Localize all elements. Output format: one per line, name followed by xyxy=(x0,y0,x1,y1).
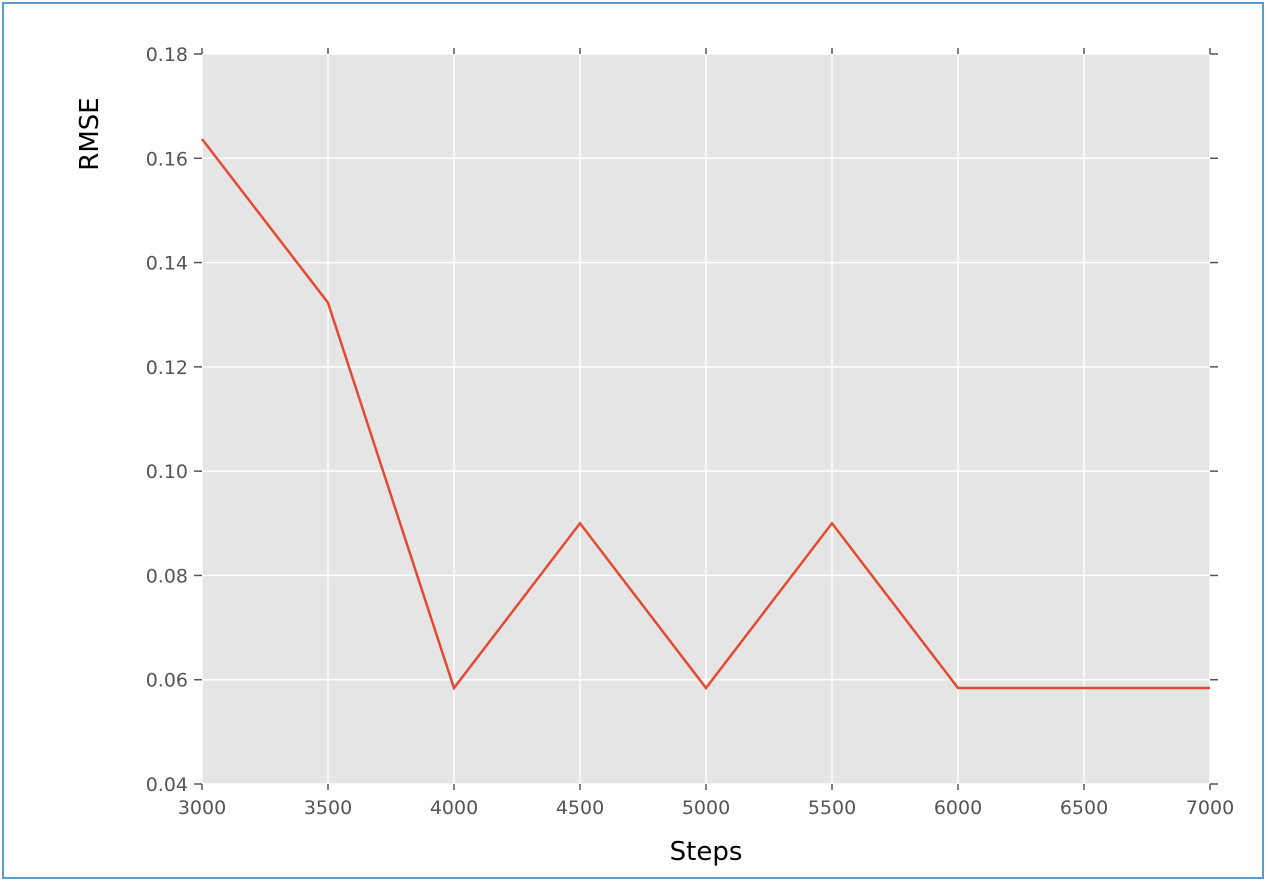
y-tick-label: 0.16 xyxy=(146,148,188,170)
y-tick-label: 0.04 xyxy=(146,774,188,796)
x-tick-label: 3500 xyxy=(304,797,352,819)
y-tick-label: 0.10 xyxy=(146,461,188,483)
series xyxy=(201,138,1210,691)
x-tick-label: 7000 xyxy=(1186,797,1234,819)
x-axis-label: Steps xyxy=(670,837,743,867)
x-tick-label: 5500 xyxy=(808,797,856,819)
y-tick-label: 0.08 xyxy=(146,565,188,587)
x-tick-label: 6500 xyxy=(1060,797,1108,819)
y-axis-label: RMSE xyxy=(75,97,105,170)
y-tick-label: 0.12 xyxy=(146,357,188,379)
x-tick-label: 3000 xyxy=(178,797,226,819)
ticks: 3000 3500 4000 4500 5000 5500 6000 6500 7000 0.04… xyxy=(146,44,1234,819)
x-tick-label: 4500 xyxy=(556,797,604,819)
y-tick-label: 0.18 xyxy=(146,44,188,66)
x-tick-label: 6000 xyxy=(934,797,982,819)
x-tick-label: 5000 xyxy=(682,797,730,819)
x-tick-label: 4000 xyxy=(430,797,478,819)
y-tick-label: 0.06 xyxy=(146,670,188,692)
rmse-line xyxy=(201,138,1210,691)
y-tick-label: 0.14 xyxy=(146,253,188,275)
